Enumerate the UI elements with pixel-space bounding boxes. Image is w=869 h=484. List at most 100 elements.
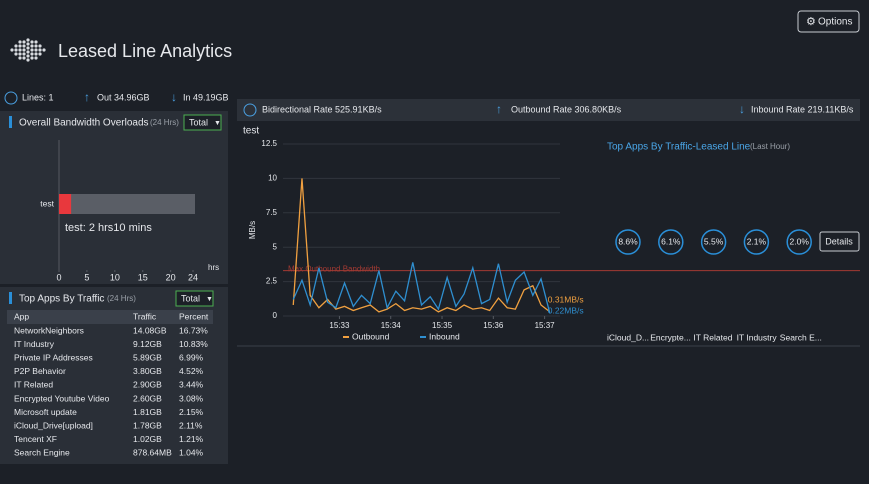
column-header: Percent (179, 311, 209, 321)
percent-label: 5.5% (704, 236, 724, 246)
bar (59, 194, 72, 214)
bar-annotation: test: 2 hrs10 mins (65, 222, 152, 234)
bar-track (59, 194, 195, 214)
percent-circle (658, 229, 684, 255)
x-tick-label: 15:33 (329, 321, 350, 330)
legend-label: Outbound (352, 331, 390, 341)
table-cell: 1.21% (179, 434, 204, 444)
x-tick-label: 15:34 (381, 321, 402, 330)
options-label[interactable]: Options (818, 17, 852, 28)
inbound-rate: Inbound Rate 219.11KB/s (751, 104, 854, 114)
dropdown-arrow: ▼ (214, 120, 221, 127)
y-tick-label: 7.5 (266, 208, 278, 217)
x-tick-label: 15:36 (483, 321, 504, 330)
table-cell: 14.08GB (133, 325, 167, 335)
table-cell: 3.44% (179, 380, 204, 390)
table-cell: IT Related (14, 380, 53, 390)
table-cell: Tencent XF (14, 434, 57, 444)
table-cell: 1.78GB (133, 420, 162, 430)
table-cell: Encrypted Youtube Video (14, 393, 110, 403)
x-axis-label: hrs (208, 263, 219, 272)
app-label: IT Industry (737, 332, 778, 342)
column-header: Traffic (133, 311, 157, 321)
x-tick-label: 5 (84, 272, 89, 282)
app-label: iCloud_D... (607, 332, 649, 342)
table-cell: NetworkNeighbors (14, 325, 84, 335)
top-apps-filter[interactable] (175, 290, 214, 307)
percent-circle (743, 229, 770, 255)
percent-circle (700, 229, 727, 255)
y-axis-label: MB/s (248, 221, 257, 239)
bidirectional-icon (243, 103, 257, 117)
inbound-icon: ↓ (739, 102, 745, 116)
dropdown-arrow: ▼ (206, 296, 213, 303)
x-tick-label: 15 (138, 272, 148, 282)
top-apps-title: Top Apps By Traffic (19, 294, 104, 305)
end-label: 0.31MB/s (548, 294, 584, 304)
table-cell: iCloud_Drive[upload] (14, 420, 93, 430)
overloads-period: (24 Hrs) (150, 118, 179, 127)
table-cell: 5.89GB (133, 352, 162, 362)
logo (10, 38, 46, 62)
rates-bar (237, 99, 860, 121)
app-label: Encrypte... (650, 332, 691, 342)
x-tick-label: 20 (166, 272, 176, 282)
table-cell: 3.08% (179, 393, 204, 403)
panel-marker (9, 116, 12, 128)
table-cell: 2.11% (179, 420, 203, 430)
overloads-title: Overall Bandwidth Overloads (19, 118, 149, 129)
outbound-rate: Outbound Rate 306.80KB/s (511, 104, 622, 114)
table-cell: 2.90GB (133, 380, 162, 390)
table-header (7, 310, 213, 324)
table-cell: 1.02GB (133, 434, 162, 444)
max-line-label: Max Outbound Bandwidth (288, 265, 380, 274)
table-cell: 10.83% (179, 339, 208, 349)
app-label: Search E... (780, 332, 822, 342)
page-title: Leased Line Analytics (58, 41, 232, 61)
y-tick-label: 5 (273, 242, 278, 251)
table-cell: 2.15% (179, 407, 204, 417)
table-cell: 16.73% (179, 325, 208, 335)
percent-label: 2.0% (790, 236, 810, 246)
x-tick-label: 10 (110, 272, 120, 282)
category-label: test (40, 198, 54, 208)
panel-marker (9, 292, 12, 304)
leased-apps-period: (Last Hour) (750, 142, 790, 151)
details-label[interactable]: Details (825, 236, 853, 246)
table-cell: 2.60GB (133, 393, 162, 403)
end-label: 0.22MB/s (548, 305, 584, 315)
percent-label: 2.1% (747, 236, 767, 246)
percent-circle (786, 229, 812, 255)
x-tick-label: 15:37 (535, 321, 556, 330)
top-apps-period: (24 Hrs) (107, 294, 136, 303)
top-apps-filter-label[interactable]: Total (181, 293, 200, 303)
table-cell: 878.64MB (133, 448, 172, 458)
table-cell: 1.81GB (133, 407, 162, 417)
chart-title: test (243, 126, 259, 137)
details-button[interactable] (819, 231, 860, 252)
out-icon: ↑ (84, 90, 90, 104)
y-tick-label: 2.5 (266, 277, 278, 286)
x-tick-label: 15:35 (432, 321, 453, 330)
table-cell: Microsoft update (14, 407, 77, 417)
in-total: In 49.19GB (183, 92, 229, 102)
column-header: App (14, 311, 29, 321)
x-tick-label: 24 (188, 272, 198, 282)
outbound-icon: ↑ (496, 102, 502, 116)
overloads-filter-label[interactable]: Total (189, 117, 208, 127)
table-cell: 9.12GB (133, 339, 162, 349)
in-icon: ↓ (171, 90, 177, 104)
gear-icon: ⚙ (806, 16, 816, 28)
series-line (292, 262, 551, 314)
out-total: Out 34.96GB (97, 92, 150, 102)
lines-icon (4, 91, 18, 105)
y-tick-label: 12.5 (261, 139, 277, 148)
table-cell: Search Engine (14, 448, 70, 458)
table-cell: IT Industry (14, 339, 55, 349)
overloads-filter[interactable] (183, 114, 222, 131)
options-button[interactable] (797, 10, 860, 33)
table-cell: 3.80GB (133, 366, 162, 376)
legend-label: Inbound (429, 331, 460, 341)
series-line (292, 178, 551, 313)
